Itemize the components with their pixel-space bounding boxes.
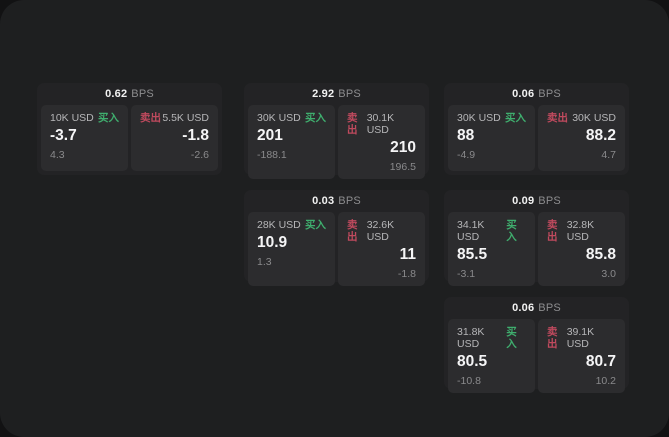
quote-card: 2.92 BPS 30K USD 买入 201 -188.1 卖出 30.1K …	[244, 83, 429, 179]
spread-header: 2.92 BPS	[244, 83, 429, 105]
bps-label: BPS	[338, 195, 361, 207]
quote-card: 0.09 BPS 34.1K USD 买入 85.5 -3.1 卖出 32.8K…	[444, 190, 629, 286]
quote-body: 28K USD 买入 10.9 1.3 卖出 32.6K USD 11 -1.8	[244, 212, 429, 290]
buy-change: -188.1	[257, 149, 287, 161]
buy-amount: 34.1K USD	[457, 219, 485, 243]
quote-body: 31.8K USD 买入 80.5 -10.8 卖出 39.1K USD 80.…	[444, 319, 629, 397]
buy-change: -4.9	[457, 149, 476, 161]
bps-label: BPS	[131, 88, 154, 100]
sell-panel[interactable]: 卖出 32.6K USD 11 -1.8	[338, 212, 425, 286]
buy-price: 88	[457, 127, 475, 144]
sell-price: 80.7	[585, 353, 616, 370]
quote-card: 0.62 BPS 10K USD 买入 -3.7 4.3 卖出 5.5K USD	[37, 83, 222, 175]
quote-body: 10K USD 买入 -3.7 4.3 卖出 5.5K USD -1.8 -2.…	[37, 105, 222, 175]
buy-tag: 买入	[506, 326, 517, 350]
spread-value: 2.92	[312, 88, 335, 100]
sell-change: 3.0	[601, 268, 616, 280]
sell-amount: 32.8K USD	[566, 219, 595, 243]
sell-change: 10.2	[595, 375, 616, 387]
sell-amount: 30K USD	[572, 112, 616, 124]
spread-header: 0.03 BPS	[244, 190, 429, 212]
spread-header: 0.09 BPS	[444, 190, 629, 212]
quote-body: 30K USD 买入 201 -188.1 卖出 30.1K USD 210 1…	[244, 105, 429, 183]
sell-price: 85.8	[585, 246, 616, 263]
spread-value: 0.09	[512, 195, 535, 207]
buy-price: 201	[257, 127, 283, 144]
buy-tag: 买入	[98, 112, 119, 124]
buy-price: 80.5	[457, 353, 488, 370]
buy-panel[interactable]: 31.8K USD 买入 80.5 -10.8	[448, 319, 535, 393]
buy-panel[interactable]: 34.1K USD 买入 85.5 -3.1	[448, 212, 535, 286]
sell-price: 210	[390, 139, 416, 156]
sell-panel[interactable]: 卖出 30.1K USD 210 196.5	[338, 105, 425, 179]
buy-amount: 28K USD	[257, 219, 301, 231]
buy-panel[interactable]: 10K USD 买入 -3.7 4.3	[41, 105, 128, 171]
sell-amount: 39.1K USD	[566, 326, 595, 350]
quote-card: 0.06 BPS 31.8K USD 买入 80.5 -10.8 卖出 39.1…	[444, 297, 629, 393]
quote-body: 34.1K USD 买入 85.5 -3.1 卖出 32.8K USD 85.8…	[444, 212, 629, 290]
sell-change: 4.7	[601, 149, 616, 161]
bps-label: BPS	[538, 195, 561, 207]
buy-amount: 30K USD	[257, 112, 301, 124]
buy-price: 10.9	[257, 234, 288, 251]
sell-tag: 卖出	[347, 112, 358, 136]
sell-price: 11	[399, 246, 416, 263]
bps-label: BPS	[538, 88, 561, 100]
sell-tag: 卖出	[547, 326, 558, 350]
buy-amount: 31.8K USD	[457, 326, 485, 350]
sell-tag: 卖出	[547, 112, 568, 124]
sell-panel[interactable]: 卖出 30K USD 88.2 4.7	[538, 105, 625, 171]
quote-card: 0.06 BPS 30K USD 买入 88 -4.9 卖出 30K USD	[444, 83, 629, 175]
buy-tag: 买入	[305, 112, 326, 124]
sell-change: 196.5	[389, 161, 416, 173]
sell-price: -1.8	[182, 127, 209, 144]
sell-panel[interactable]: 卖出 39.1K USD 80.7 10.2	[538, 319, 625, 393]
buy-change: 4.3	[50, 149, 65, 161]
buy-tag: 买入	[305, 219, 326, 231]
sell-tag: 卖出	[140, 112, 161, 124]
spread-header: 0.06 BPS	[444, 297, 629, 319]
sell-amount: 30.1K USD	[366, 112, 395, 136]
bps-label: BPS	[338, 88, 361, 100]
sell-amount: 5.5K USD	[162, 112, 209, 124]
buy-tag: 买入	[505, 112, 526, 124]
spread-header: 0.06 BPS	[444, 83, 629, 105]
sell-panel[interactable]: 卖出 32.8K USD 85.8 3.0	[538, 212, 625, 286]
buy-panel[interactable]: 28K USD 买入 10.9 1.3	[248, 212, 335, 286]
quote-body: 30K USD 买入 88 -4.9 卖出 30K USD 88.2 4.7	[444, 105, 629, 175]
sell-change: -2.6	[190, 149, 209, 161]
spread-value: 0.06	[512, 88, 535, 100]
buy-change: -10.8	[457, 375, 481, 387]
sell-panel[interactable]: 卖出 5.5K USD -1.8 -2.6	[131, 105, 218, 171]
sell-price: 88.2	[585, 127, 616, 144]
buy-amount: 30K USD	[457, 112, 501, 124]
buy-tag: 买入	[506, 219, 517, 243]
buy-change: -3.1	[457, 268, 476, 280]
spread-value: 0.62	[105, 88, 128, 100]
spread-value: 0.03	[312, 195, 335, 207]
buy-change: 1.3	[257, 256, 272, 268]
buy-panel[interactable]: 30K USD 买入 88 -4.9	[448, 105, 535, 171]
buy-panel[interactable]: 30K USD 买入 201 -188.1	[248, 105, 335, 179]
sell-tag: 卖出	[547, 219, 558, 243]
sell-tag: 卖出	[347, 219, 358, 243]
buy-price: -3.7	[50, 127, 77, 144]
buy-amount: 10K USD	[50, 112, 94, 124]
spread-header: 0.62 BPS	[37, 83, 222, 105]
sell-amount: 32.6K USD	[366, 219, 395, 243]
quote-card: 0.03 BPS 28K USD 买入 10.9 1.3 卖出 32.6K US…	[244, 190, 429, 286]
sell-change: -1.8	[397, 268, 416, 280]
bps-label: BPS	[538, 302, 561, 314]
spread-value: 0.06	[512, 302, 535, 314]
buy-price: 85.5	[457, 246, 488, 263]
